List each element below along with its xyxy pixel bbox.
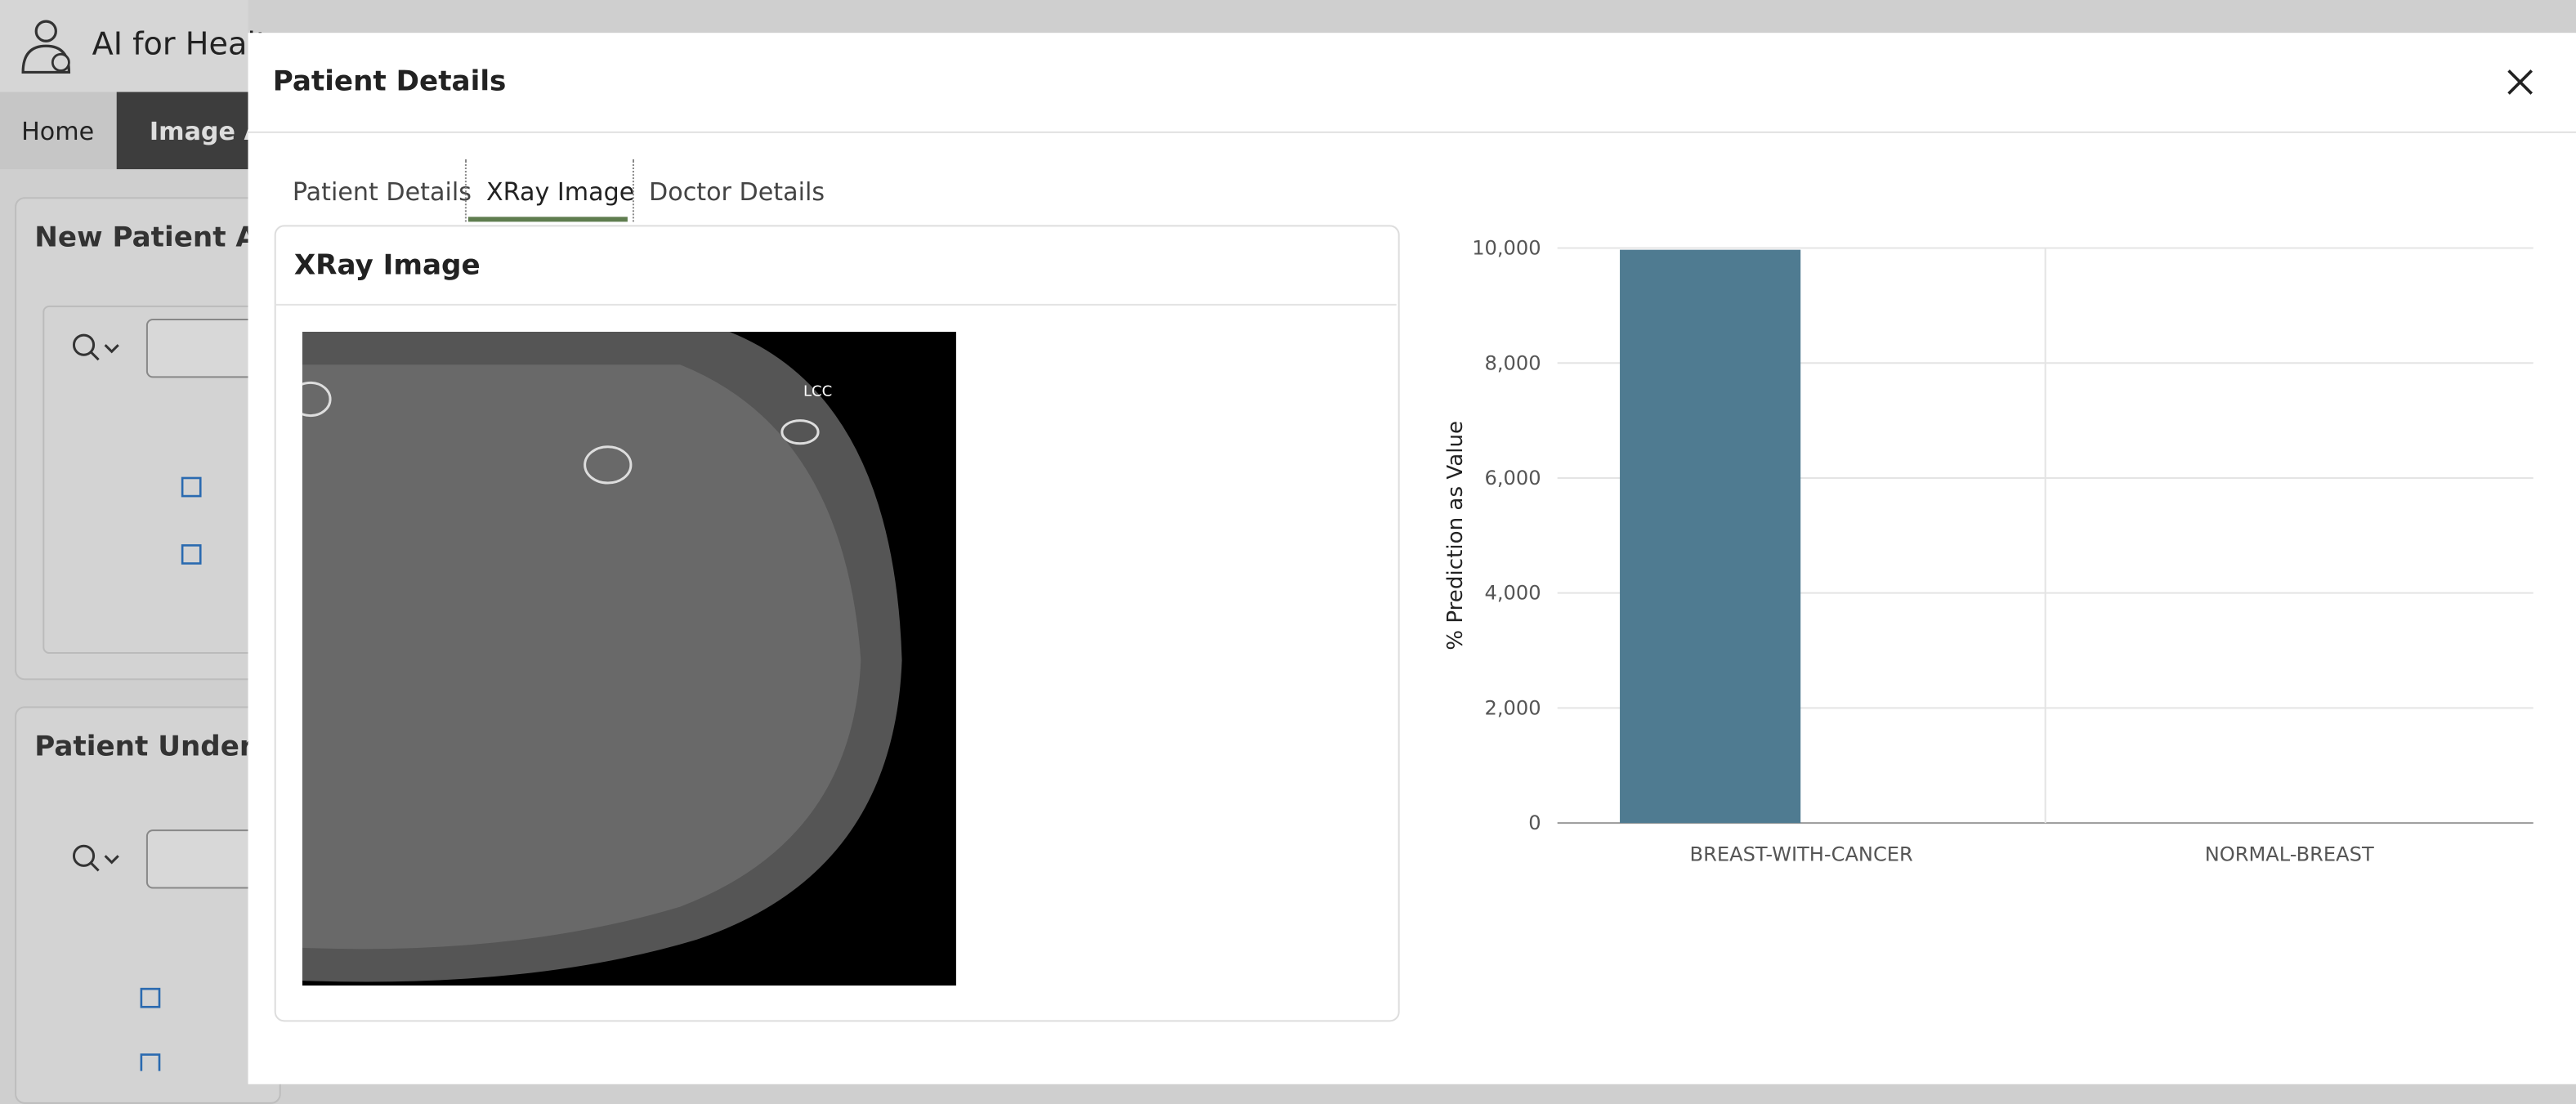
tab-separator <box>632 159 634 222</box>
page: AI for Healt Home Image An New Patient A… <box>15 20 2576 1104</box>
panel-title: XRay Image <box>293 249 481 283</box>
search-input[interactable] <box>145 829 265 889</box>
app-title: AI for Healt <box>92 26 268 63</box>
tab[interactable]: Patient Details <box>292 177 472 208</box>
section-card <box>15 197 281 681</box>
close-button[interactable] <box>2504 65 2537 98</box>
tab-indicator <box>467 217 628 222</box>
xray-image: LCC <box>302 332 956 986</box>
tab[interactable]: Doctor Details <box>649 177 825 208</box>
tab-selected[interactable]: XRay Image <box>486 177 635 208</box>
search-input[interactable] <box>145 318 265 378</box>
image-label: LCC <box>803 382 832 400</box>
background-icons <box>72 333 202 1071</box>
app-logo <box>21 20 71 74</box>
nav-item-active-bg <box>116 92 248 170</box>
tab-separator <box>464 159 467 222</box>
panel-divider <box>275 303 1397 306</box>
panel <box>274 225 1400 1022</box>
dialog-header-divider <box>248 131 2576 133</box>
nav-item[interactable]: Home <box>21 116 95 146</box>
dialog-title: Patient Details <box>272 65 507 99</box>
screen: AI for Healt Home Image An New Patient A… <box>15 20 2576 1104</box>
section-card <box>15 706 281 1104</box>
